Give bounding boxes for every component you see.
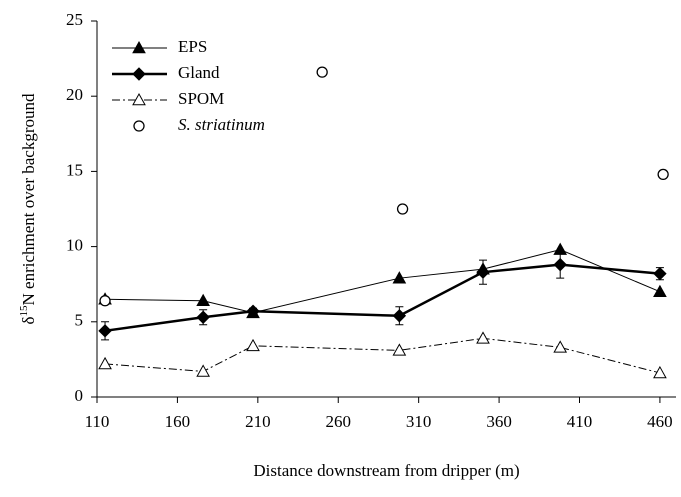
marker <box>392 271 407 284</box>
legend-label: SPOM <box>178 89 224 108</box>
marker <box>553 257 567 272</box>
y-tick-label: 15 <box>66 160 83 179</box>
x-tick-label: 210 <box>245 412 271 431</box>
y-label-part: 15 <box>18 305 30 317</box>
marker <box>653 284 667 298</box>
x-tick-label: 110 <box>85 412 110 431</box>
marker <box>657 168 669 181</box>
marker <box>396 203 409 215</box>
marker <box>132 40 146 54</box>
x-axis-label: Distance downstream from dripper (m) <box>253 461 519 480</box>
y-tick-label: 20 <box>66 85 83 104</box>
marker <box>132 92 146 106</box>
y-tick-label: 25 <box>66 10 83 29</box>
x-tick-label: 460 <box>647 412 673 431</box>
marker <box>653 365 667 379</box>
y-label-part: N enrichment over background <box>19 93 38 305</box>
marker <box>553 340 568 353</box>
marker <box>98 356 112 370</box>
legend-label: S. striatinum <box>178 115 265 134</box>
marker <box>196 364 210 377</box>
marker <box>476 331 490 344</box>
y-label-part: δ <box>19 316 38 324</box>
series-line <box>105 249 661 314</box>
marker <box>246 338 260 352</box>
marker <box>99 295 111 307</box>
marker <box>132 67 146 81</box>
marker <box>316 66 328 78</box>
series-line <box>104 263 661 333</box>
y-axis-label: δ15N enrichment over background <box>18 93 38 324</box>
marker <box>98 324 112 338</box>
marker <box>133 120 145 132</box>
marker <box>392 343 407 356</box>
y-tick-label: 10 <box>66 236 83 255</box>
marker <box>196 293 210 307</box>
legend-label: Gland <box>178 63 220 82</box>
x-tick-label: 310 <box>406 412 432 431</box>
marker <box>392 309 407 323</box>
x-tick-label: 410 <box>567 412 593 431</box>
marker <box>196 310 210 324</box>
x-tick-label: 160 <box>165 412 191 431</box>
marker <box>476 265 490 279</box>
y-tick-label: 5 <box>75 311 84 330</box>
x-tick-label: 260 <box>326 412 352 431</box>
marker <box>653 266 667 281</box>
marker <box>246 304 260 318</box>
y-tick-label: 0 <box>75 386 84 405</box>
x-tick-label: 360 <box>486 412 512 431</box>
series-line <box>105 337 661 374</box>
legend-label: EPS <box>178 37 207 56</box>
